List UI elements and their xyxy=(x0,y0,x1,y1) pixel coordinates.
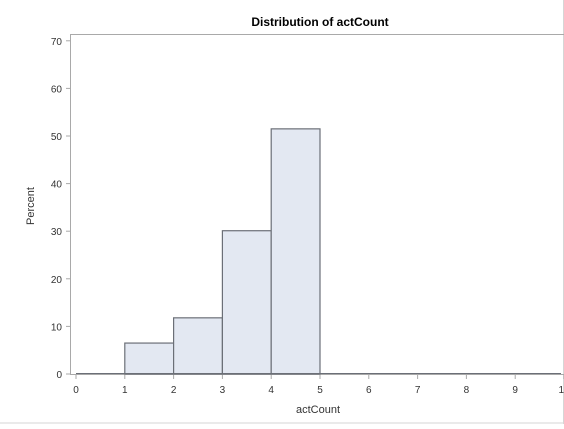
x-tick-label-2: 2 xyxy=(171,385,177,396)
y-tick-label-10: 10 xyxy=(51,322,63,333)
histogram-bar-1 xyxy=(124,342,175,375)
x-tick-label-3: 3 xyxy=(220,385,226,396)
y-tick-label-50: 50 xyxy=(51,132,63,143)
y-tick-label-30: 30 xyxy=(51,227,63,238)
chart-title: Distribution of actCount xyxy=(251,15,388,29)
histogram-bars xyxy=(124,128,321,375)
x-tick-label-9: 9 xyxy=(512,385,518,396)
y-tick-label-40: 40 xyxy=(51,180,63,191)
histogram-bar-2 xyxy=(173,317,224,375)
y-tick-label-0: 0 xyxy=(56,370,62,381)
x-tick-label-4: 4 xyxy=(268,385,274,396)
x-tick-label-10: 10 xyxy=(558,385,564,396)
x-axis-label: actCount xyxy=(296,404,340,416)
histogram-bar-4 xyxy=(270,128,321,375)
x-tick-label-1: 1 xyxy=(122,385,128,396)
x-tick-label-6: 6 xyxy=(366,385,372,396)
x-tick-label-0: 0 xyxy=(73,385,79,396)
x-axis-ticks: 0 1 2 3 4 5 6 7 8 9 10 xyxy=(73,375,564,396)
x-tick-label-8: 8 xyxy=(464,385,470,396)
histogram-bar-3 xyxy=(221,230,272,375)
y-tick-label-20: 20 xyxy=(51,275,63,286)
x-tick-label-7: 7 xyxy=(415,385,421,396)
y-tick-label-60: 60 xyxy=(51,84,63,95)
x-tick-label-5: 5 xyxy=(317,385,323,396)
y-tick-label-70: 70 xyxy=(51,37,63,48)
y-axis-label: Percent xyxy=(25,187,37,225)
y-axis-ticks: 0 10 20 30 40 50 60 70 xyxy=(51,37,70,381)
